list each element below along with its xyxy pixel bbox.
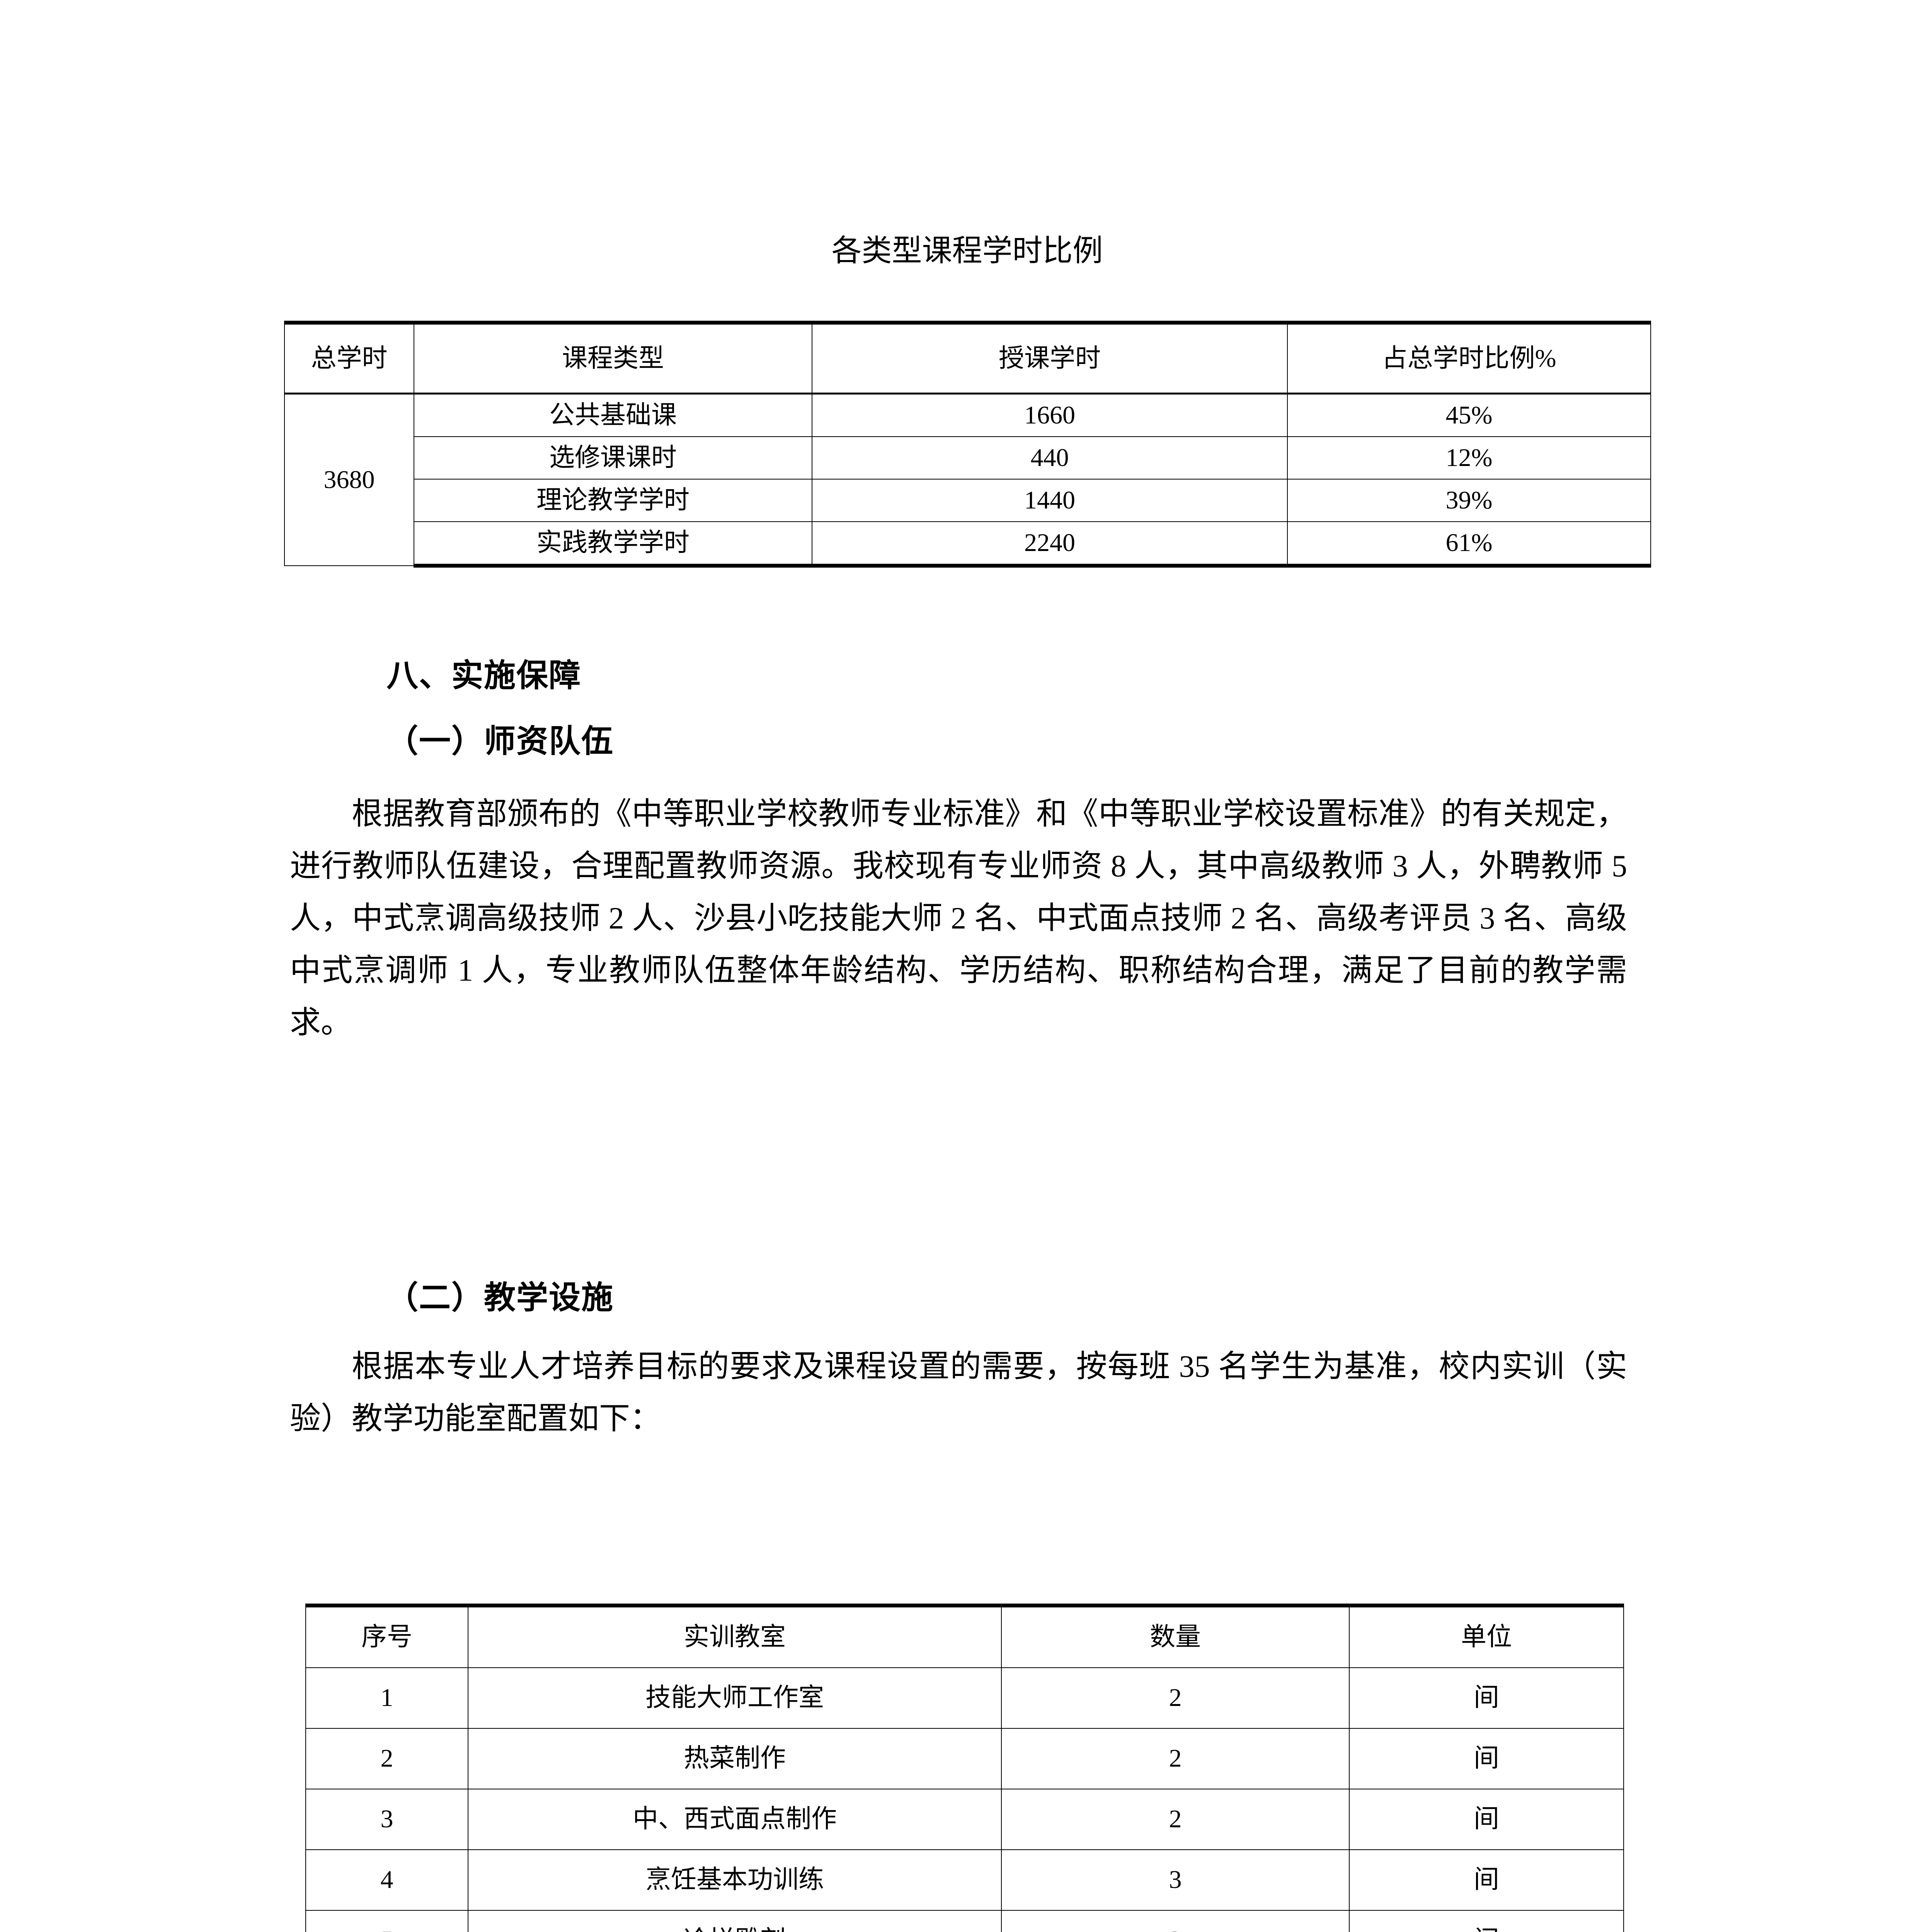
header-index: 序号 (305, 1604, 468, 1668)
cell-total-hours-value: 3680 (284, 393, 414, 566)
cell-quantity: 3 (1001, 1910, 1350, 1932)
table-row: 总学时 课程类型 授课学时 占总学时比例% (284, 321, 1651, 395)
table-row: 选修课课时 440 12% (284, 436, 1651, 480)
cell-course-type: 实践教学学时 (414, 521, 812, 568)
table-row: 1 技能大师工作室 2 间 (305, 1667, 1624, 1729)
header-course-type: 课程类型 (414, 321, 812, 395)
cell-unit: 间 (1349, 1910, 1624, 1932)
cell-index: 1 (305, 1667, 468, 1729)
cell-index: 3 (305, 1789, 468, 1850)
cell-percent: 61% (1287, 521, 1651, 568)
paragraph-faculty: 根据教育部颁布的《中等职业学校教师专业标准》和《中等职业学校设置标准》的有关规定… (290, 797, 1627, 1040)
header-quantity: 数量 (1001, 1604, 1350, 1668)
table-row: 理论教学学时 1440 39% (284, 479, 1651, 522)
cell-room: 技能大师工作室 (468, 1667, 1002, 1729)
table-row: 2 热菜制作 2 间 (305, 1728, 1624, 1789)
cell-index: 4 (305, 1849, 468, 1911)
table-row: 序号 实训教室 数量 单位 (305, 1604, 1624, 1668)
cell-course-type: 理论教学学时 (414, 479, 812, 522)
cell-unit: 间 (1349, 1849, 1624, 1911)
cell-percent: 12% (1287, 436, 1651, 480)
cell-percent: 39% (1287, 479, 1651, 522)
section-heading-implementation: 八、实施保障 (386, 658, 582, 693)
paragraph-facility: 根据本专业人才培养目标的要求及课程设置的需要，按每班 35 名学生为基准，校内实… (290, 1350, 1627, 1436)
cell-room: 热菜制作 (468, 1728, 1002, 1789)
table-row: 3 中、西式面点制作 2 间 (305, 1789, 1624, 1850)
cell-quantity: 2 (1001, 1667, 1350, 1729)
header-teaching-hours: 授课学时 (812, 321, 1288, 395)
cell-teaching-hours: 1660 (812, 393, 1288, 437)
cell-quantity: 2 (1001, 1789, 1350, 1850)
cell-room: 冷拼雕刻 (468, 1910, 1002, 1932)
table-row: 5 冷拼雕刻 3 间 (305, 1910, 1624, 1932)
cell-course-type: 选修课课时 (414, 436, 812, 480)
cell-room: 烹饪基本功训练 (468, 1849, 1002, 1911)
cell-course-type: 公共基础课 (414, 393, 812, 437)
hours-table-title: 各类型课程学时比例 (831, 234, 1103, 267)
table-row: 3680 公共基础课 1660 45% (284, 393, 1651, 566)
subsection-heading-faculty: （一）师资队伍 (386, 724, 614, 759)
cell-quantity: 2 (1001, 1728, 1350, 1789)
subsection-heading-facility: （二）教学设施 (386, 1280, 614, 1315)
cell-index: 5 (305, 1910, 468, 1932)
training-rooms-table: 序号 实训教室 数量 单位 1 技能大师工作室 2 间 2 热菜制作 2 间 3… (305, 1604, 1624, 1932)
cell-teaching-hours: 2240 (812, 521, 1288, 568)
table-row: 实践教学学时 2240 61% (284, 521, 1651, 568)
cell-unit: 间 (1349, 1667, 1624, 1729)
cell-quantity: 3 (1001, 1849, 1350, 1911)
cell-teaching-hours: 440 (812, 436, 1288, 480)
hours-table: 总学时 课程类型 授课学时 占总学时比例% 3680 公共基础课 1660 45… (284, 321, 1651, 568)
header-total-hours: 总学时 (284, 321, 414, 395)
table-row: 4 烹饪基本功训练 3 间 (305, 1849, 1624, 1911)
cell-room: 中、西式面点制作 (468, 1789, 1002, 1850)
header-room: 实训教室 (468, 1604, 1002, 1668)
cell-index: 2 (305, 1728, 468, 1789)
header-unit: 单位 (1349, 1604, 1624, 1668)
header-percent-of-total: 占总学时比例% (1287, 321, 1651, 395)
cell-teaching-hours: 1440 (812, 479, 1288, 522)
cell-unit: 间 (1349, 1728, 1624, 1789)
cell-percent: 45% (1287, 393, 1651, 437)
cell-unit: 间 (1349, 1789, 1624, 1850)
